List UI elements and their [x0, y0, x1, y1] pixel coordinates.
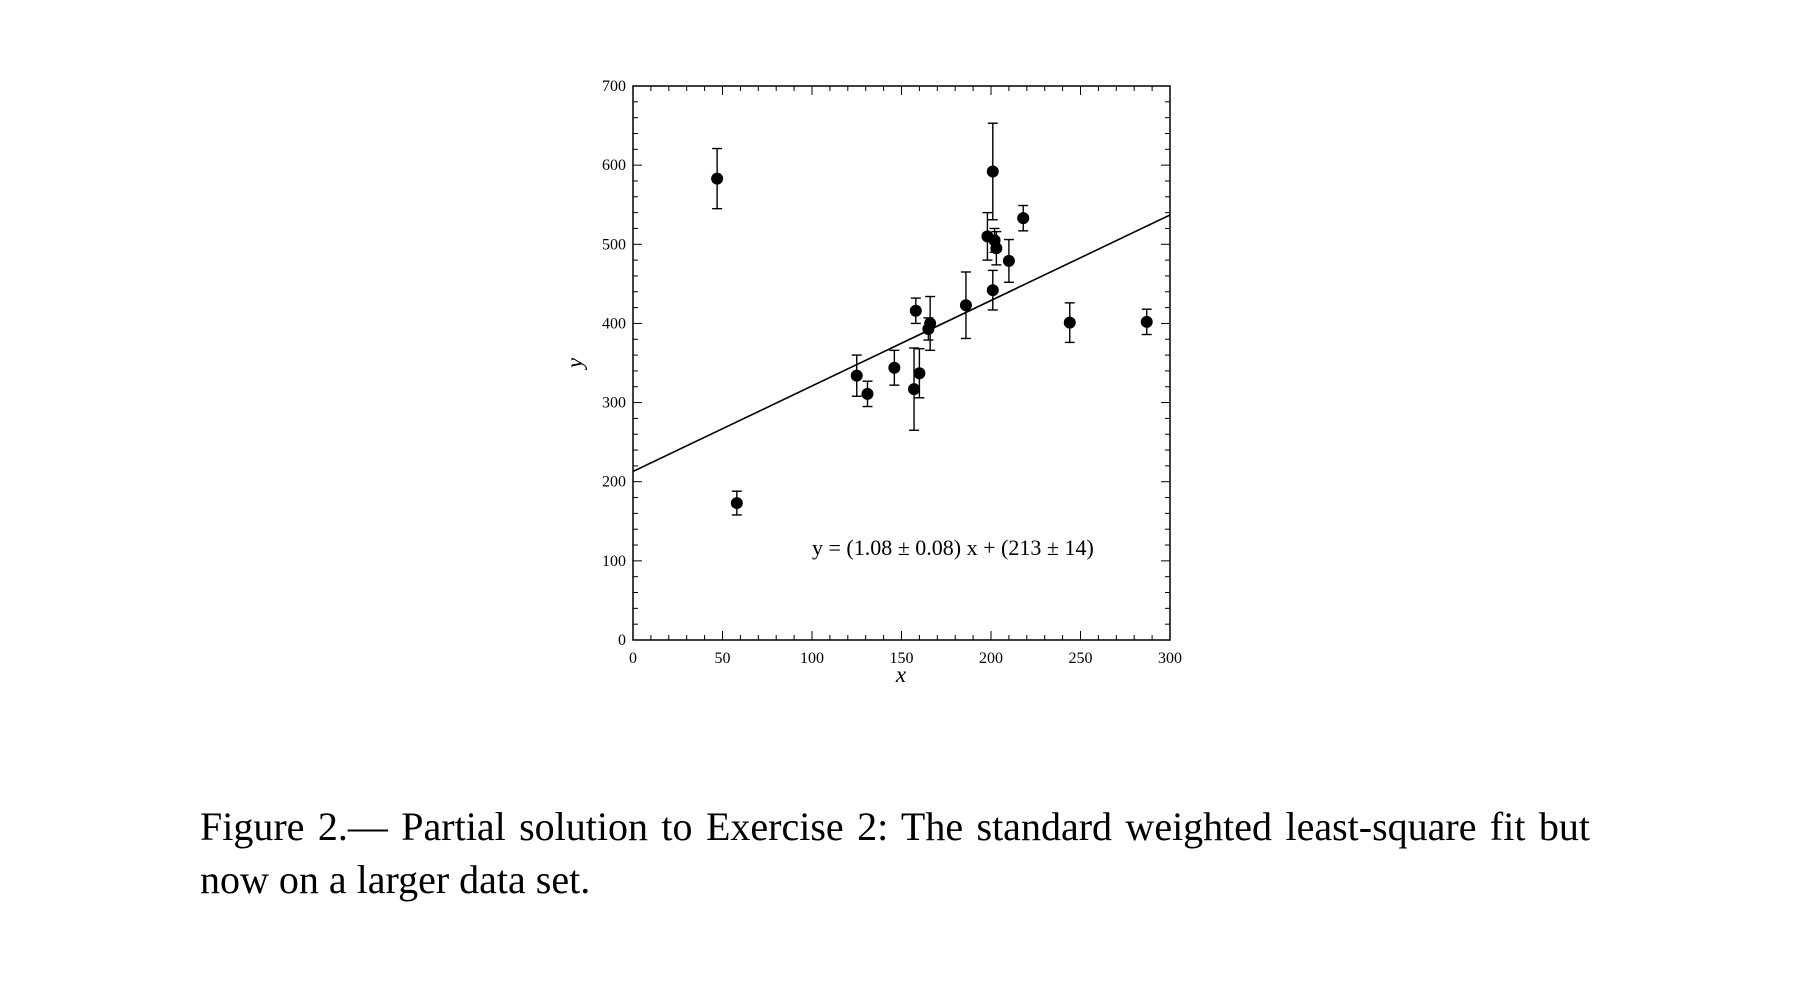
- x-tick-label: 50: [715, 650, 731, 667]
- data-point: [986, 269, 999, 311]
- data-point: [986, 122, 999, 221]
- y-axis-label: y: [562, 357, 587, 370]
- y-tick-label: 400: [602, 315, 626, 332]
- y-tick-label: 200: [602, 474, 626, 491]
- point-marker: [986, 284, 999, 297]
- point-marker: [986, 165, 999, 178]
- x-axis-label: x: [895, 662, 907, 687]
- point-marker: [1002, 254, 1015, 267]
- point-marker: [924, 317, 937, 330]
- x-tick-label: 150: [890, 650, 914, 667]
- data-point: [861, 380, 874, 408]
- x-tick-label: 100: [800, 650, 824, 667]
- data-point: [924, 295, 937, 352]
- point-marker: [711, 172, 724, 185]
- data-point: [908, 347, 921, 431]
- point-marker: [730, 497, 743, 510]
- data-point: [850, 354, 863, 397]
- data-point: [888, 349, 901, 386]
- point-marker: [1063, 316, 1076, 329]
- data-point: [730, 490, 743, 516]
- point-marker: [908, 383, 921, 396]
- y-tick-label: 600: [602, 157, 626, 174]
- data-point: [959, 271, 972, 340]
- point-marker: [1140, 315, 1153, 328]
- figure-caption: Figure 2.— Partial solution to Exercise …: [200, 804, 1590, 902]
- y-tick-label: 500: [602, 236, 626, 253]
- point-marker: [1017, 212, 1030, 225]
- point-marker: [850, 369, 863, 382]
- axis-tick-labels: 0 50 100 150 200 250 300 0 100 200 300 400 500 600 700: [602, 78, 1182, 667]
- scatter-plot: 0 50 100 150 200 250 300 0 100 200 300 400 500 600 700…: [562, 78, 1182, 687]
- fit-line: [632, 214, 1171, 473]
- x-tick-label: 200: [979, 650, 1003, 667]
- data-point: [1017, 204, 1030, 232]
- y-tick-label: 700: [602, 78, 626, 95]
- data-point: [1002, 238, 1015, 283]
- point-marker: [990, 242, 1003, 255]
- point-marker: [861, 387, 874, 400]
- data-point: [909, 297, 922, 325]
- data-point: [711, 147, 724, 210]
- x-tick-label: 300: [1158, 650, 1182, 667]
- data-point: [990, 230, 1003, 266]
- fit-annotation: y = (1.08 ± 0.08) x + (213 ± 14): [812, 535, 1094, 560]
- point-marker: [913, 367, 926, 380]
- x-tick-label: 0: [629, 650, 637, 667]
- x-tick-label: 250: [1069, 650, 1093, 667]
- point-marker: [888, 361, 901, 374]
- y-tick-label: 0: [618, 632, 626, 649]
- point-marker: [909, 304, 922, 317]
- data-point: [1140, 308, 1153, 336]
- point-marker: [959, 299, 972, 312]
- axis-ticks: [632, 85, 1171, 641]
- data-point: [1063, 302, 1076, 344]
- data-point: [913, 348, 926, 399]
- y-tick-label: 100: [602, 553, 626, 570]
- data-points: [711, 122, 1153, 516]
- y-tick-label: 300: [602, 395, 626, 412]
